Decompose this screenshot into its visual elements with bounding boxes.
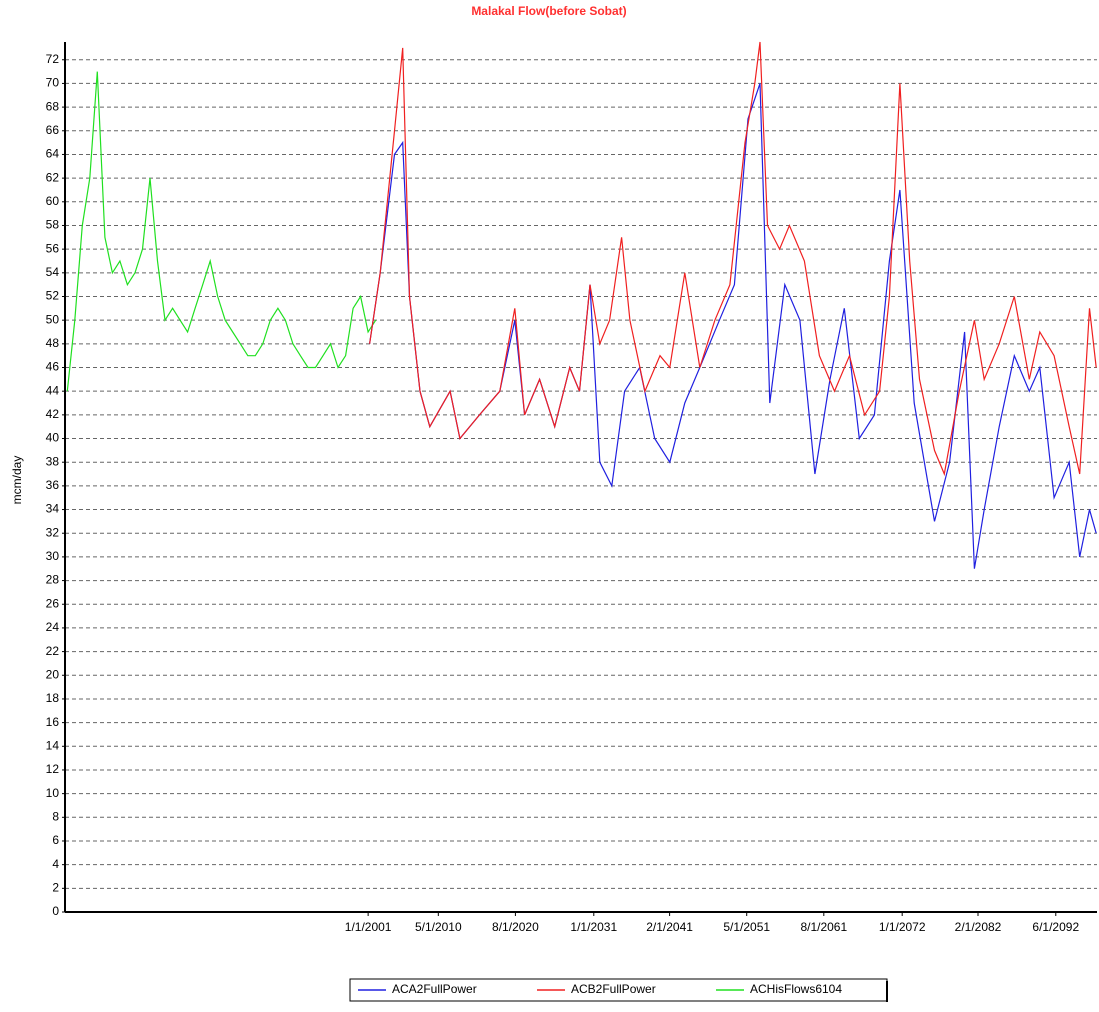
y-tick-label: 34: [46, 502, 60, 516]
x-tick-label: 5/1/2010: [415, 920, 462, 934]
x-tick-label: 8/1/2061: [800, 920, 847, 934]
y-tick-label: 62: [46, 170, 60, 184]
x-tick-label: 6/1/2092: [1032, 920, 1079, 934]
y-tick-label: 4: [52, 857, 59, 871]
y-tick-label: 56: [46, 241, 60, 255]
y-tick-label: 16: [46, 715, 60, 729]
y-tick-label: 50: [46, 312, 60, 326]
series-line: [369, 83, 1097, 569]
y-tick-label: 24: [46, 620, 60, 634]
x-tick-label: 2/1/2041: [646, 920, 693, 934]
y-tick-label: 64: [46, 147, 60, 161]
y-tick-label: 70: [46, 76, 60, 90]
legend-label: ACB2FullPower: [571, 982, 656, 996]
y-tick-label: 40: [46, 431, 60, 445]
legend-label: ACA2FullPower: [392, 982, 477, 996]
y-tick-label: 58: [46, 218, 60, 232]
y-tick-label: 68: [46, 99, 60, 113]
y-tick-label: 6: [52, 833, 59, 847]
y-tick-label: 30: [46, 549, 60, 563]
y-tick-label: 10: [46, 786, 60, 800]
y-tick-label: 22: [46, 644, 60, 658]
y-tick-label: 20: [46, 667, 60, 681]
series-line: [369, 41, 1097, 477]
legend-label: ACHisFlows6104: [750, 982, 842, 996]
y-tick-label: 44: [46, 383, 60, 397]
y-tick-label: 26: [46, 596, 60, 610]
y-tick-label: 2: [52, 880, 59, 894]
y-tick-label: 42: [46, 407, 60, 421]
y-tick-label: 18: [46, 691, 60, 705]
chart-title: Malakal Flow(before Sobat): [471, 4, 626, 18]
y-tick-label: 32: [46, 525, 60, 539]
y-tick-label: 8: [52, 809, 59, 823]
y-tick-label: 0: [52, 904, 59, 918]
x-tick-label: 1/1/2072: [879, 920, 926, 934]
y-axis-label: mcm/day: [10, 456, 24, 505]
y-tick-label: 46: [46, 360, 60, 374]
y-tick-label: 28: [46, 573, 60, 587]
series-line: [66, 71, 377, 392]
y-tick-label: 54: [46, 265, 60, 279]
y-tick-label: 48: [46, 336, 60, 350]
x-tick-label: 2/1/2082: [955, 920, 1002, 934]
x-tick-label: 1/1/2001: [345, 920, 392, 934]
x-tick-label: 5/1/2051: [723, 920, 770, 934]
y-tick-label: 60: [46, 194, 60, 208]
x-tick-label: 1/1/2031: [570, 920, 617, 934]
y-tick-label: 12: [46, 762, 60, 776]
y-tick-label: 72: [46, 52, 60, 66]
y-tick-label: 38: [46, 454, 60, 468]
x-tick-label: 8/1/2020: [492, 920, 539, 934]
y-tick-label: 52: [46, 289, 60, 303]
y-tick-label: 66: [46, 123, 60, 137]
y-tick-label: 14: [46, 738, 60, 752]
y-tick-label: 36: [46, 478, 60, 492]
